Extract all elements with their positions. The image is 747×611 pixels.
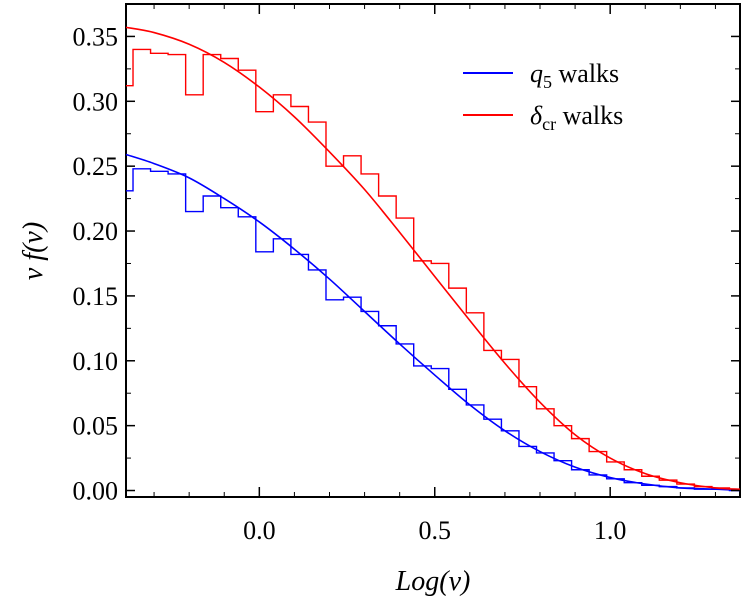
y-tick-label: 0.05: [73, 412, 119, 441]
legend-label-subscript: cr: [542, 114, 556, 134]
y-tick-label: 0.30: [73, 87, 119, 116]
curve-layer: [125, 26, 741, 492]
y-axis-ticks: 0.00 0.05 0.10 0.15 0.20 0.25 0.30 0.35: [73, 22, 740, 506]
histogram-dcr: [126, 48, 740, 490]
y-tick-label: 0.25: [73, 152, 119, 181]
y-tick-label: 0.00: [73, 477, 119, 506]
x-axis-label: Log(ν): [395, 566, 471, 597]
y-tick-label: 0.10: [73, 347, 119, 376]
histogram-layer: [126, 48, 740, 492]
curve-dcr: [125, 26, 741, 491]
x-tick-label: 0.5: [419, 516, 452, 545]
y-axis-label: ν f(ν): [18, 222, 49, 280]
x-tick-label: 0.0: [243, 516, 276, 545]
legend-label-text: walks: [552, 59, 619, 88]
histogram-q5: [126, 168, 740, 492]
legend-label-text: walks: [556, 101, 623, 130]
x-tick-label: 1.0: [594, 516, 627, 545]
legend-label-subscript: 5: [543, 72, 552, 92]
y-tick-label: 0.35: [73, 22, 119, 51]
curve-q5: [125, 153, 741, 492]
y-tick-label: 0.20: [73, 217, 119, 246]
y-tick-label: 0.15: [73, 282, 119, 311]
legend-label-dcr: δcr walks: [530, 101, 623, 134]
legend-label-symbol: δ: [530, 101, 543, 130]
x-axis-ticks: 0.0 0.5 1.0: [153, 4, 716, 545]
legend-label-q5: q5 walks: [530, 59, 619, 92]
legend-label-symbol: q: [530, 59, 543, 88]
plot-frame: [125, 3, 741, 498]
